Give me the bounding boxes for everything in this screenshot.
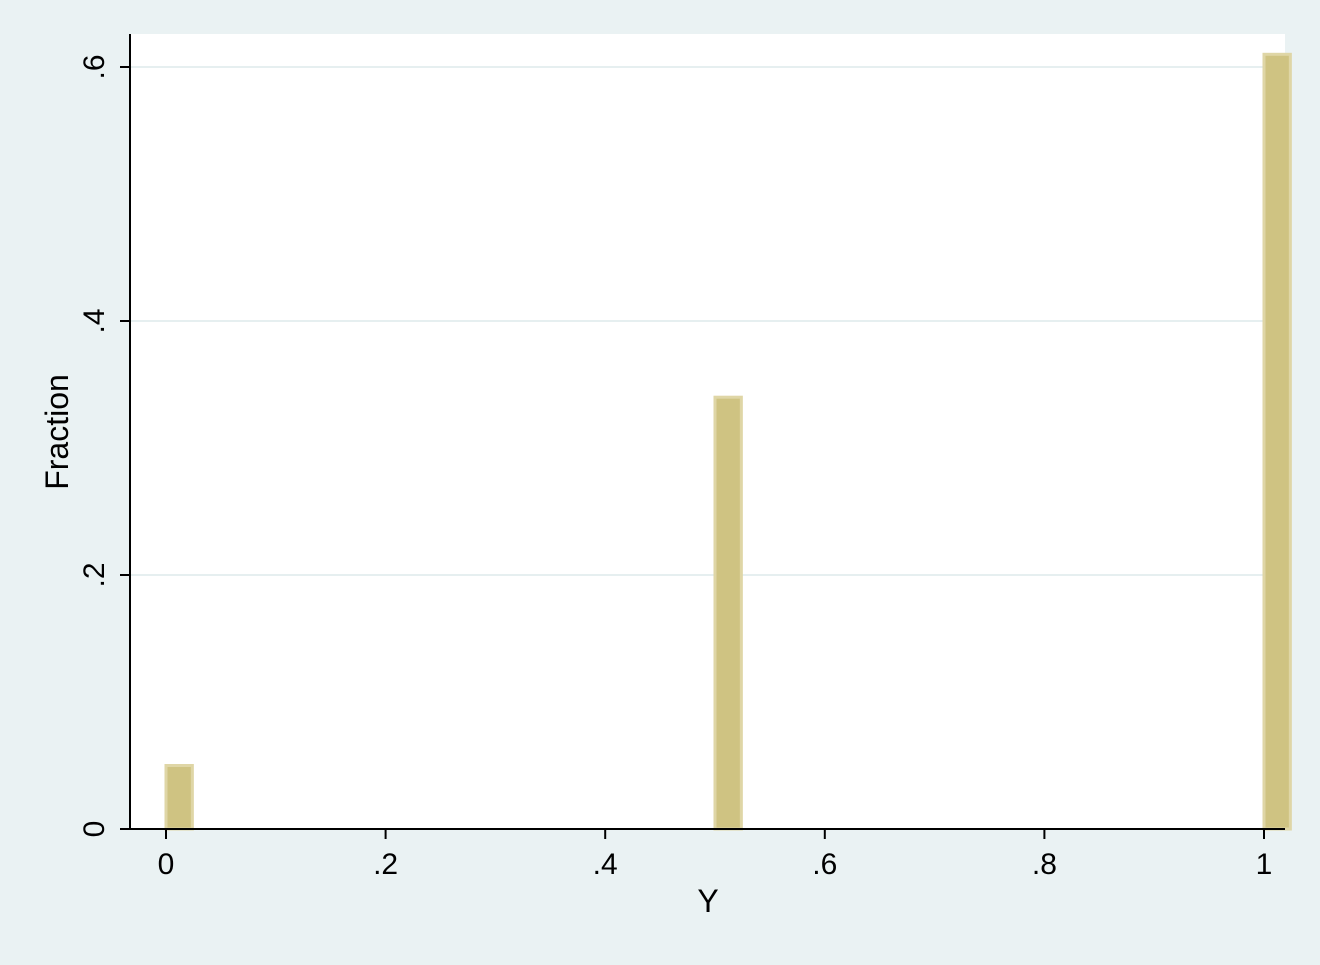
y-tick-label: .2 <box>78 562 111 587</box>
histogram-bar <box>713 395 743 831</box>
bars <box>164 52 1292 831</box>
x-tick-label: .2 <box>373 848 398 881</box>
grid-lines <box>130 66 1285 576</box>
axes <box>129 34 1285 830</box>
y-tick-label: .6 <box>78 54 111 79</box>
x-tick-label: .4 <box>593 848 618 881</box>
x-tick-label: .8 <box>1032 848 1057 881</box>
x-tick-label: .6 <box>812 848 837 881</box>
plot-area <box>130 34 1285 829</box>
y-tick-label: .4 <box>78 308 111 333</box>
y-tick-label: 0 <box>78 821 111 838</box>
histogram-bar <box>164 764 194 831</box>
y-axis-title: Fraction <box>39 374 75 490</box>
ticks: 0 .2 .4 .6 .8 1 0 .2 .4 .6 <box>78 54 1272 881</box>
x-axis-title: Y <box>697 883 718 919</box>
x-tick-label: 1 <box>1256 848 1273 881</box>
x-tick-label: 0 <box>158 848 175 881</box>
histogram-bar <box>1262 52 1292 831</box>
